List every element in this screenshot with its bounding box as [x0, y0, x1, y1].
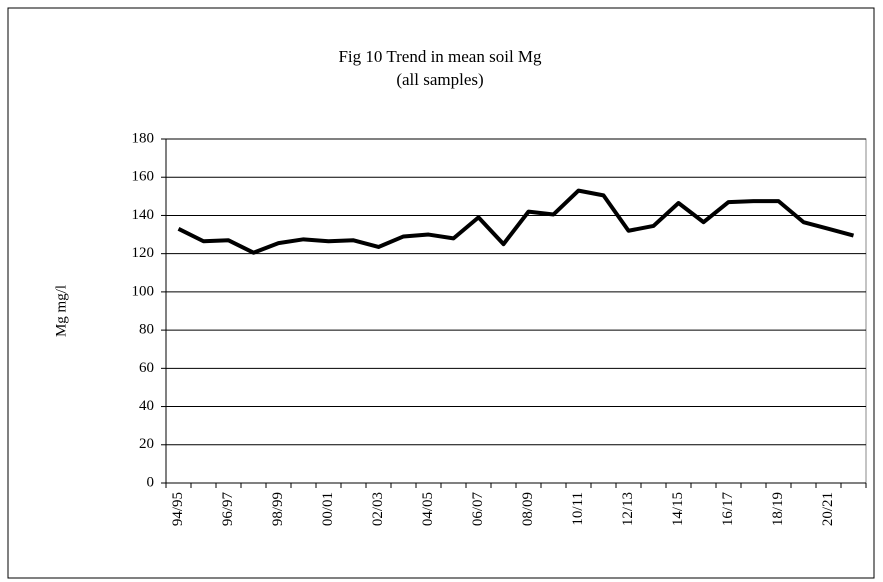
x-tick-label: 14/15: [670, 492, 686, 526]
data-line: [177, 188, 855, 255]
plot-area: [165, 138, 867, 484]
x-tick-label: 98/99: [270, 492, 286, 526]
x-tick-label: 16/17: [720, 492, 736, 527]
y-tick-label: 180: [132, 130, 155, 146]
y-tick-label: 80: [139, 322, 154, 338]
y-tick-label: 60: [139, 360, 154, 376]
y-tick-label: 120: [132, 245, 155, 261]
y-tick-label: 100: [132, 283, 155, 299]
x-tick-label: 18/19: [770, 492, 786, 526]
x-tick-label: 06/07: [470, 492, 486, 527]
x-tick-label: 04/05: [420, 492, 436, 526]
chart-subtitle: (all samples): [396, 70, 483, 89]
x-tick-label: 02/03: [370, 492, 386, 526]
y-tick-label: 0: [147, 474, 155, 490]
x-tick-label: 00/01: [320, 492, 336, 526]
x-tick-label: 20/21: [820, 492, 836, 526]
x-tick-label: 94/95: [170, 492, 186, 526]
x-tick-label: 12/13: [620, 492, 636, 526]
chart-border: [7, 7, 875, 579]
x-tick-label: 96/97: [220, 492, 236, 527]
x-tick-label: 10/11: [570, 492, 586, 526]
y-tick-label: 20: [139, 436, 154, 452]
x-tick-label: 08/09: [520, 492, 536, 526]
y-axis-label: Mg mg/l: [53, 285, 69, 337]
y-tick-label: 160: [132, 169, 155, 185]
y-tick-label: 140: [132, 207, 155, 223]
chart-title: Fig 10 Trend in mean soil Mg: [338, 47, 542, 66]
y-tick-label: 40: [139, 398, 154, 414]
